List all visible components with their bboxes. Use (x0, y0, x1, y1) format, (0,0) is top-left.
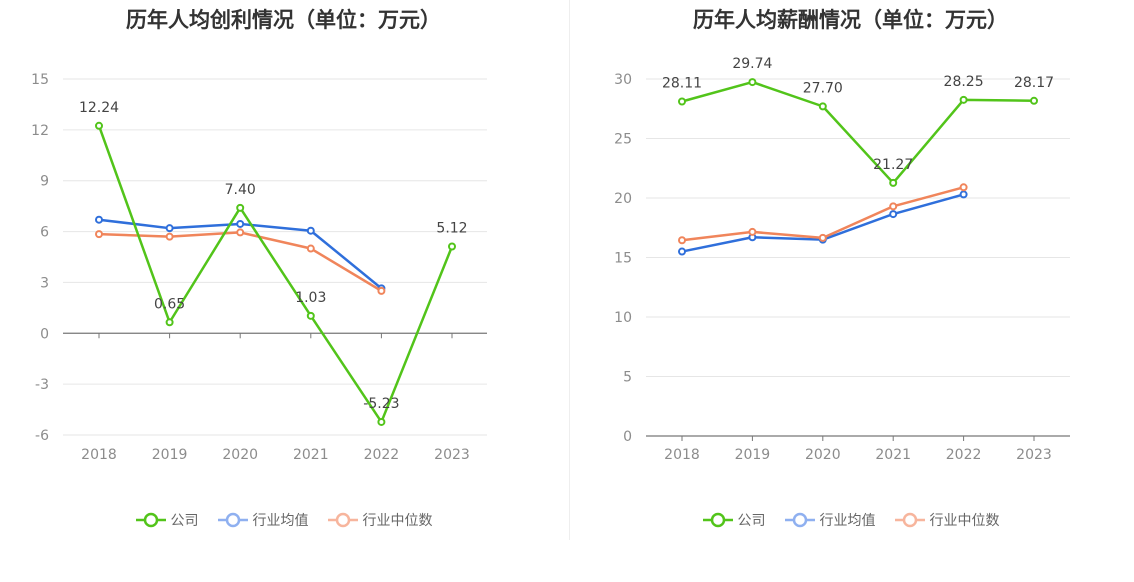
y-tick-label: 15 (614, 251, 632, 267)
legend-item-industry-median[interactable]: 行业中位数 (894, 510, 1000, 530)
legend-line-marker-icon (135, 512, 166, 528)
y-tick-label: 5 (623, 370, 632, 386)
data-point[interactable] (818, 102, 827, 111)
data-point[interactable] (306, 311, 315, 320)
data-label: 1.03 (295, 290, 326, 306)
data-point[interactable] (95, 230, 103, 239)
legend-label: 行业均值 (252, 513, 309, 529)
y-tick-label: -6 (35, 428, 49, 444)
y-tick-label: 0 (623, 429, 632, 445)
data-point[interactable] (678, 97, 686, 106)
data-label: 28.17 (1014, 75, 1054, 91)
chart-panel-per-capita-profit: 历年人均创利情况（单位：万元） -6 -3 0 3 6 9 12 15 2018 2019 2020… (0, 0, 567, 530)
series-line-0[interactable] (97, 125, 454, 424)
y-tick-label: 30 (614, 72, 632, 88)
y-tick-label: 3 (40, 275, 49, 291)
chart-panel-per-capita-salary: 历年人均薪酬情况（单位：万元） 0 5 10 15 20 25 30 2018 2019 2020… (567, 0, 1134, 582)
legend-line-marker-icon (327, 512, 358, 528)
x-tick-label: 2023 (1016, 447, 1052, 463)
x-tick-label: 2022 (946, 447, 982, 463)
data-point[interactable] (448, 242, 456, 251)
legend-item-industry-median[interactable]: 行业中位数 (327, 510, 433, 530)
data-label: -5.23 (363, 396, 399, 412)
data-point[interactable] (377, 286, 386, 295)
legend-line-marker-icon (894, 512, 925, 528)
x-tick-label: 2021 (875, 447, 911, 463)
data-label: 27.70 (803, 80, 843, 96)
data-point[interactable] (889, 202, 898, 211)
data-point[interactable] (236, 203, 245, 212)
data-point[interactable] (889, 178, 898, 187)
chart-legend: 公司 行业均值 行业中位数 (0, 510, 567, 530)
y-tick-label: 12 (31, 123, 49, 139)
data-point[interactable] (306, 244, 315, 253)
line-chart-per-capita-salary[interactable]: 0 5 10 15 20 25 30 2018 2019 2020 2021 2022 2023 28.1… (567, 0, 1134, 500)
data-point[interactable] (306, 226, 315, 235)
data-point[interactable] (959, 190, 968, 199)
x-tick-label: 2019 (735, 447, 771, 463)
legend-item-company[interactable]: 公司 (135, 510, 199, 530)
data-point[interactable] (818, 233, 827, 242)
data-point[interactable] (678, 236, 686, 245)
legend-label: 行业均值 (819, 513, 876, 529)
legend-item-industry-average[interactable]: 行业均值 (217, 510, 309, 530)
chart-title: 历年人均薪酬情况（单位：万元） (693, 8, 1008, 32)
x-tick-label: 2019 (152, 447, 188, 463)
x-tick-label: 2023 (434, 447, 470, 463)
data-point[interactable] (95, 215, 103, 224)
legend-item-company[interactable]: 公司 (702, 510, 766, 530)
data-label: 0.65 (154, 296, 185, 312)
data-point[interactable] (236, 228, 245, 237)
data-label: 28.11 (662, 75, 702, 91)
data-point[interactable] (959, 183, 968, 192)
panel-divider (569, 0, 570, 540)
legend-item-industry-average[interactable]: 行业均值 (784, 510, 876, 530)
data-point[interactable] (889, 210, 898, 219)
legend-line-marker-icon (217, 512, 248, 528)
legend-line-marker-icon (702, 512, 733, 528)
series-line-2[interactable] (681, 186, 964, 242)
data-point[interactable] (165, 224, 174, 233)
data-label: 5.12 (436, 220, 467, 236)
line-chart-per-capita-profit[interactable]: -6 -3 0 3 6 9 12 15 2018 2019 2020 2021 2022 2023 12.2… (0, 0, 567, 500)
data-point[interactable] (748, 78, 757, 87)
data-point[interactable] (95, 121, 103, 130)
legend-label: 行业中位数 (362, 513, 433, 529)
y-tick-label: -3 (35, 377, 49, 393)
data-point[interactable] (959, 95, 968, 104)
data-point[interactable] (748, 227, 757, 236)
data-point[interactable] (236, 219, 245, 228)
x-tick-label: 2018 (664, 447, 700, 463)
data-point[interactable] (377, 417, 386, 426)
data-label: 12.24 (79, 100, 119, 116)
legend-label: 公司 (170, 513, 199, 529)
y-tick-label: 10 (614, 310, 632, 326)
chart-title: 历年人均创利情况（单位：万元） (126, 8, 441, 32)
series-line-0[interactable] (681, 80, 1035, 185)
x-tick-label: 2020 (222, 447, 258, 463)
y-tick-label: 25 (614, 132, 632, 148)
data-point[interactable] (165, 318, 174, 327)
y-tick-label: 9 (40, 174, 49, 190)
data-label: 29.74 (732, 56, 772, 72)
data-label: 7.40 (225, 182, 256, 198)
y-tick-label: 6 (40, 225, 49, 241)
legend-line-marker-icon (784, 512, 815, 528)
data-point[interactable] (1030, 96, 1038, 105)
x-tick-label: 2021 (293, 447, 329, 463)
data-label: 21.27 (873, 157, 913, 173)
x-tick-label: 2022 (364, 447, 400, 463)
y-tick-label: 15 (31, 72, 49, 88)
y-tick-label: 0 (40, 326, 49, 342)
data-point[interactable] (165, 232, 174, 241)
data-label: 28.25 (944, 74, 984, 90)
chart-legend: 公司 行业均值 行业中位数 (567, 510, 1134, 530)
legend-label: 行业中位数 (929, 513, 1000, 529)
x-tick-label: 2020 (805, 447, 841, 463)
data-point[interactable] (678, 247, 686, 256)
y-tick-label: 20 (614, 191, 632, 207)
legend-label: 公司 (737, 513, 766, 529)
x-tick-label: 2018 (81, 447, 117, 463)
